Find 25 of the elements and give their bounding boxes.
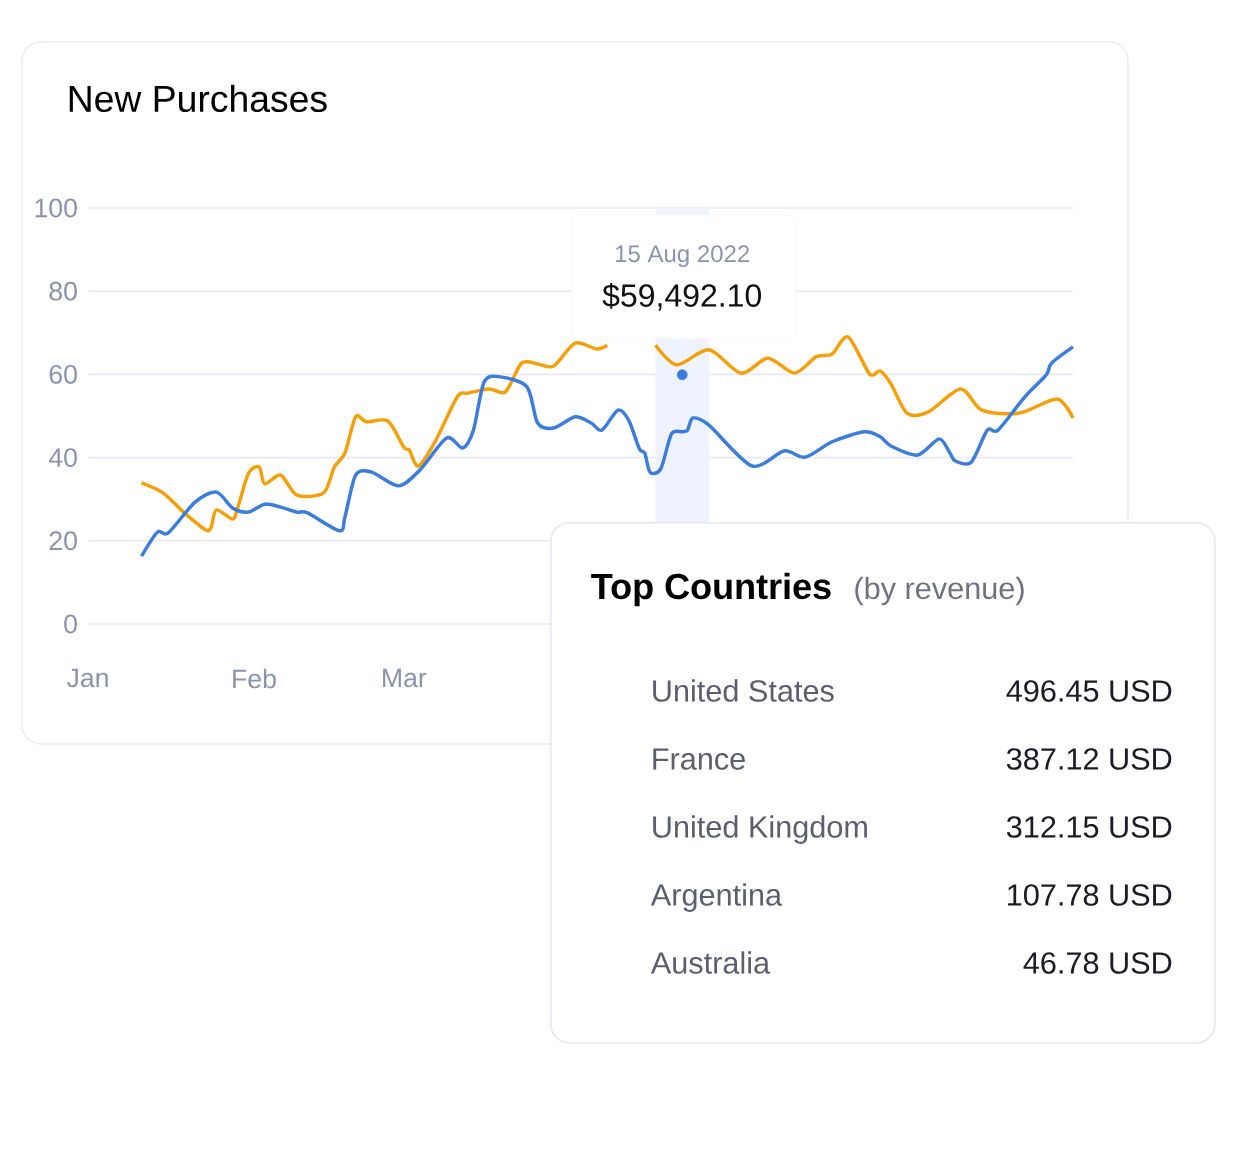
category-label: France — [653, 748, 745, 770]
text: (by revenue) — [855, 576, 1024, 606]
y-tick-label: 40 — [48, 448, 77, 468]
chart-title: New Purchases — [69, 84, 327, 113]
category-label: Argentina — [650, 883, 783, 912]
category-label: United States — [653, 679, 834, 702]
annotation: 15 Aug 2022 — [615, 245, 750, 267]
category-label: United Kingdom — [653, 815, 867, 844]
x-tick-label: Mar — [383, 668, 427, 688]
text: Top Countries — [591, 572, 831, 607]
text: 107.78 USD — [1008, 884, 1172, 906]
x-tick-label: Jan — [66, 668, 108, 688]
line-series — [139, 345, 1075, 558]
text: 46.78 USD — [1023, 952, 1172, 974]
y-tick-label: 60 — [49, 364, 77, 384]
y-tick-label: 100 — [35, 198, 77, 218]
y-tick-label: 20 — [49, 531, 77, 551]
annotation: $59,492.10 — [602, 282, 762, 311]
y-tick-label: 80 — [49, 281, 77, 301]
x-tick-label: Feb — [233, 668, 276, 689]
y-tick-label: 0 — [64, 614, 77, 634]
text: 387.12 USD — [1006, 748, 1172, 770]
category-label: Australia — [650, 951, 771, 974]
text: 496.45 USD — [1006, 680, 1172, 702]
text: 312.15 USD — [1006, 816, 1172, 838]
